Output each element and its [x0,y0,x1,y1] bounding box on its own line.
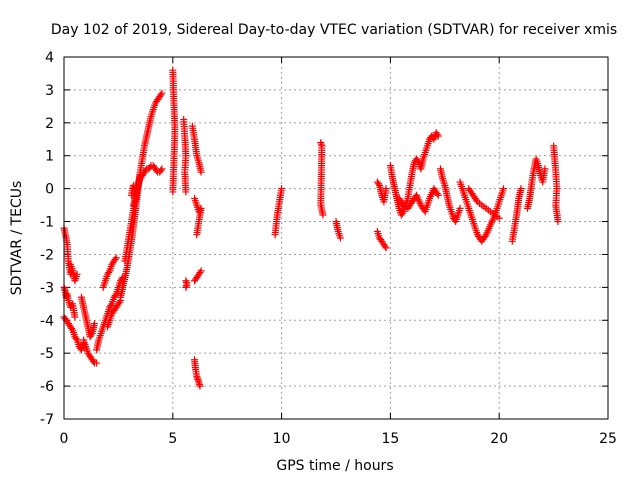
data-point [381,242,389,250]
data-point [433,190,441,198]
y-tick-label: 0 [45,182,54,198]
x-tick-label: 25 [599,431,617,447]
y-tick-label: -3 [40,280,54,296]
data-point [111,292,119,300]
tick-layer: 0 5 10 15 20 25 -7 -6 -5 -4 -3 -2 -1 0 1 2 3 4 [40,50,617,447]
data-point [382,244,390,252]
data-point [398,199,406,207]
data-point [472,196,480,204]
y-tick-label: -6 [40,379,54,395]
data-point [197,168,205,176]
data-point [157,91,165,99]
data-point [93,359,101,367]
data-point [196,382,204,390]
data-point [336,234,344,242]
data-point [89,357,97,365]
data-point [72,334,80,342]
x-tick-label: 10 [273,431,291,447]
data-point [197,267,205,275]
y-tick-label: -4 [40,313,54,329]
data-point [433,130,441,138]
data-point [495,214,503,222]
data-point [382,185,390,193]
data-point [182,283,190,291]
y-tick-label: -1 [40,215,54,231]
x-tick-label: 0 [60,431,69,447]
data-point [196,269,204,277]
y-tick-label: 1 [45,149,54,165]
plot-frame [63,56,609,420]
grid-layer [64,57,608,419]
y-tick-label: 3 [45,83,54,99]
data-point [182,188,190,196]
data-point [169,188,177,196]
data-point [517,185,525,193]
data-point [456,204,464,212]
data-point [374,180,382,188]
data-point [554,218,562,226]
y-tick-label: -5 [40,346,54,362]
data-point [278,185,286,193]
data-point [500,185,508,193]
data-point [434,132,442,140]
data-point [319,211,327,219]
data-point [142,167,150,175]
y-tick-label: -2 [40,247,54,263]
x-tick-label: 20 [490,431,508,447]
data-point [130,181,138,189]
data-point [68,325,76,332]
data-point [398,209,406,217]
y-tick-label: 2 [45,116,54,132]
data-point [157,167,165,175]
data-point [90,320,98,328]
data-point [112,254,120,262]
data-point [193,231,201,239]
chart-title: Day 102 of 2019, Sidereal Day-to-day VTE… [51,22,617,38]
y-tick-label: 4 [45,50,54,66]
x-tick-label: 15 [381,431,399,447]
data-point [541,165,549,173]
data-point [158,165,166,173]
data-point [87,331,95,339]
data-point [105,269,113,277]
x-tick-label: 5 [168,431,177,447]
data-points-layer [60,66,562,390]
data-point [107,301,115,309]
y-tick-label: -7 [40,412,54,428]
data-point [73,270,81,278]
data-point [111,255,119,263]
data-point [481,232,489,240]
x-axis-label: GPS time / hours [276,458,393,474]
data-point [115,298,123,306]
data-point [434,191,442,199]
y-axis-label: SDTVAR / TECUs [9,181,25,296]
data-point [158,89,166,97]
data-point [71,313,79,321]
